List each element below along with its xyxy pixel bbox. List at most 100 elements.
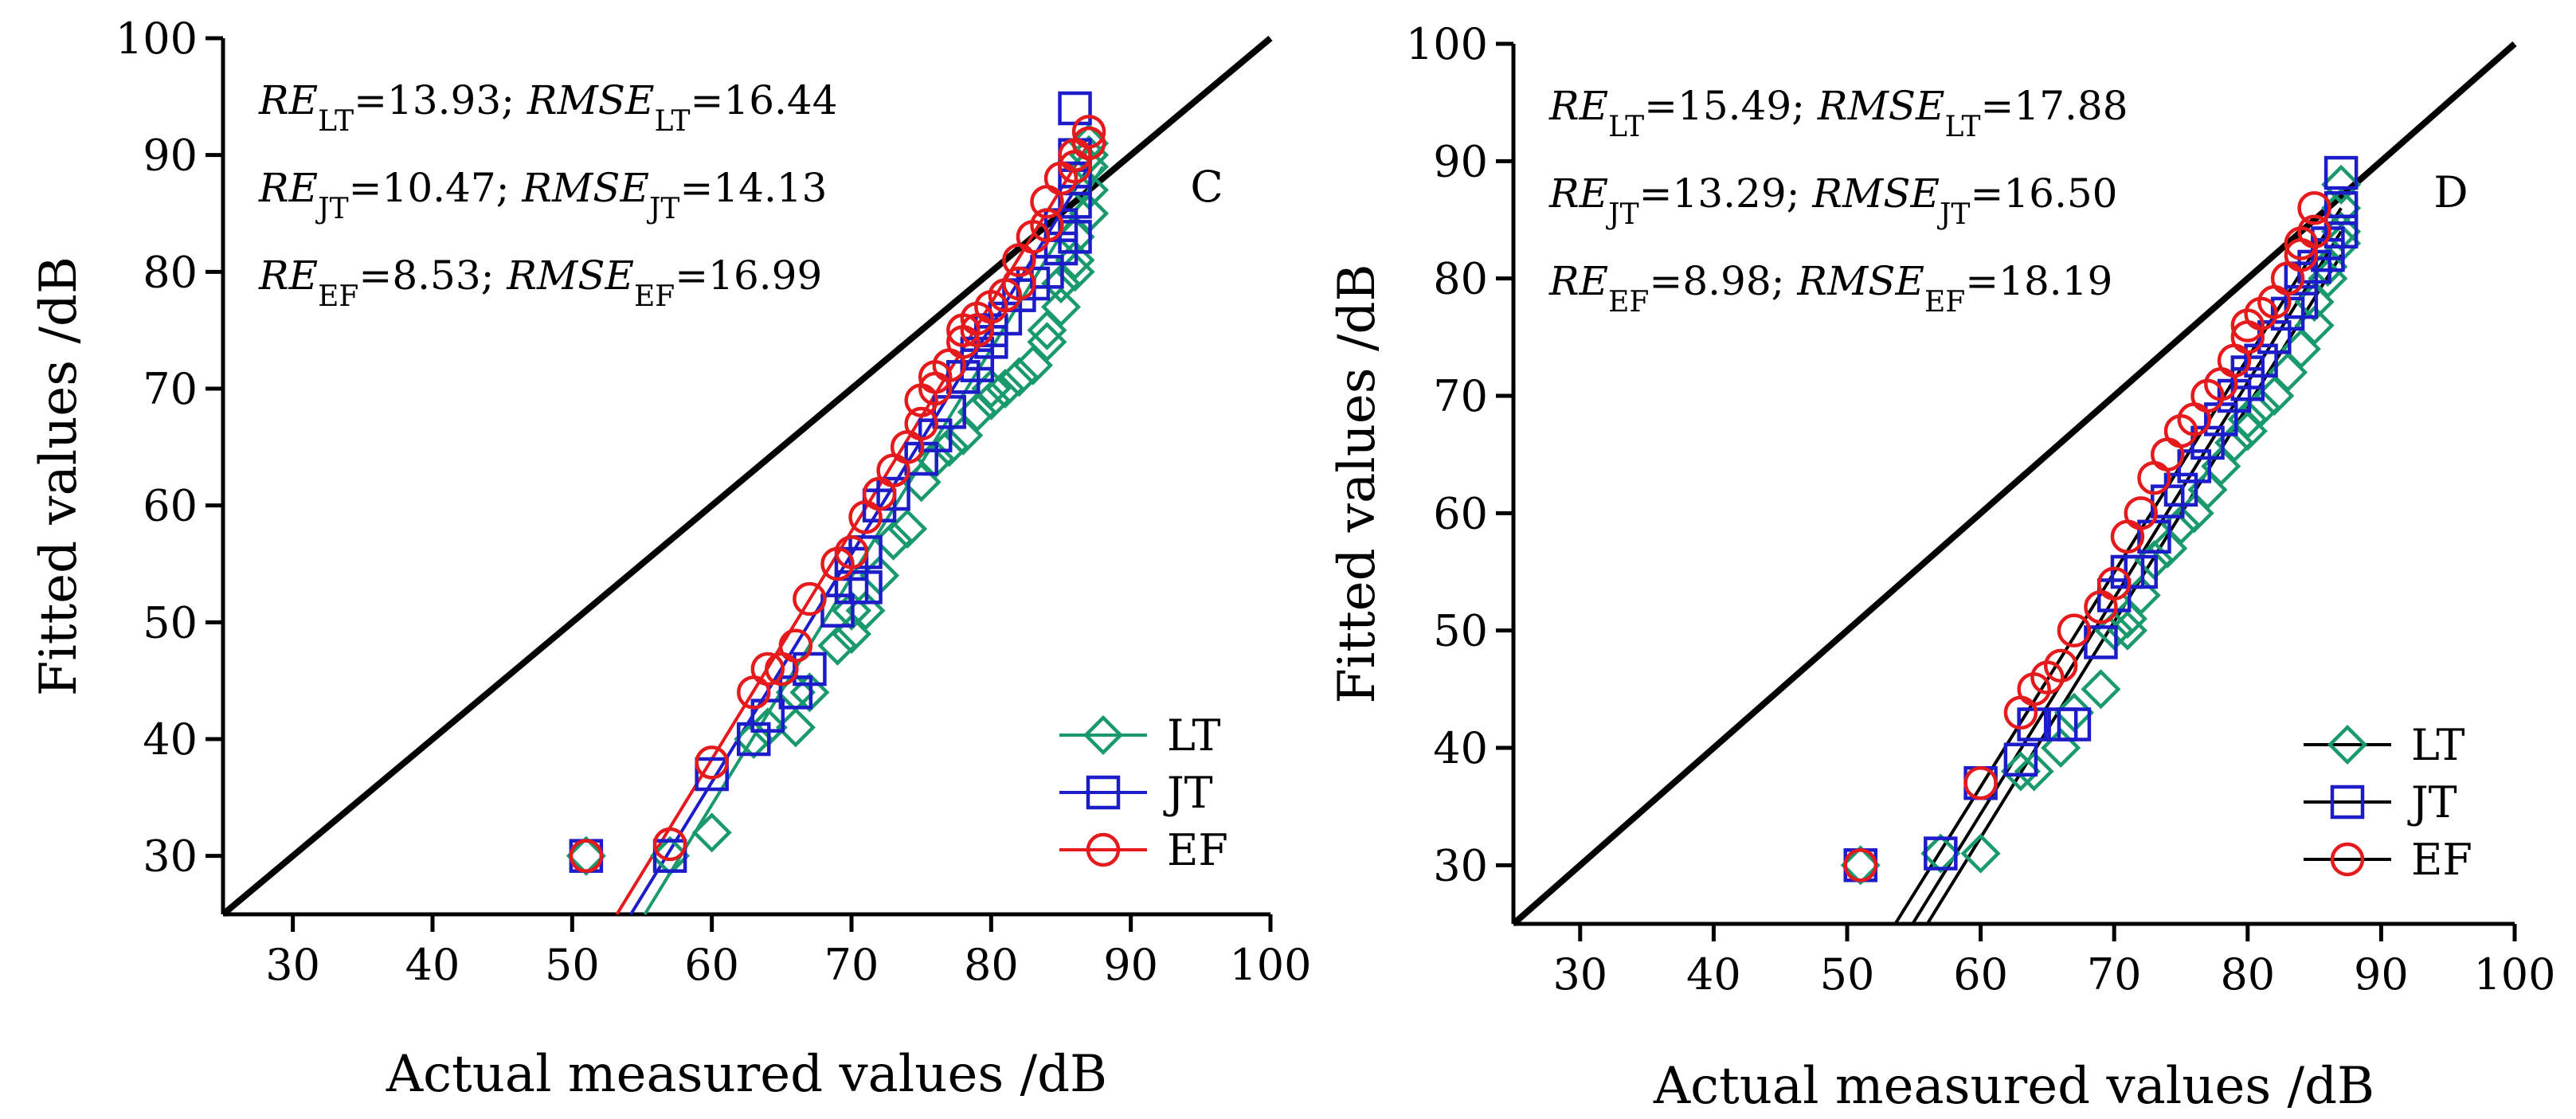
stats-line: RELT=13.93; RMSELT=16.44 <box>258 77 838 138</box>
series-ef <box>569 115 1106 873</box>
point-lt <box>2160 505 2202 546</box>
point-lt <box>1012 345 1053 385</box>
stats-line: REEF=8.53; RMSEEF=16.99 <box>258 252 822 313</box>
stats-rmse-value: =14.13 <box>679 165 827 211</box>
legend-label-lt: LT <box>1167 710 1220 761</box>
reference-line <box>221 35 1273 918</box>
point-lt <box>1040 287 1082 327</box>
x-tick-label: 60 <box>1953 949 2008 1000</box>
stats-re-value: =8.53; <box>358 252 507 299</box>
point-jt <box>848 535 883 569</box>
point-ef <box>750 651 785 687</box>
point-ef <box>695 745 729 780</box>
point-lt <box>2041 727 2081 769</box>
stats-re-value: =13.29; <box>1639 170 1813 217</box>
point-lt <box>999 357 1039 397</box>
stats-re-value: =15.49; <box>1644 83 1818 129</box>
point-jt <box>1058 220 1092 254</box>
x-axis-title: Actual measured values /dB <box>1653 1057 2374 1116</box>
y-axis-title: Fitted values /dB <box>29 256 88 696</box>
y-tick-label: 70 <box>1433 371 1488 421</box>
stats-rmse-sub: LT <box>1945 111 1981 143</box>
point-jt <box>2003 742 2038 777</box>
point-jt <box>2323 191 2359 225</box>
stats-re-label: RE <box>1548 83 1608 129</box>
stats-rmse-sub: LT <box>655 105 691 138</box>
y-tick-label: 60 <box>143 481 198 531</box>
legend-label-lt: LT <box>2411 720 2464 770</box>
point-lt <box>873 520 914 561</box>
legend-label-ef: EF <box>1167 825 1228 875</box>
point-lt <box>691 812 732 853</box>
point-lt <box>2000 751 2041 792</box>
point-ef <box>1071 115 1106 149</box>
stats-rmse-label: RMSE <box>1817 83 1945 129</box>
point-jt <box>848 570 883 604</box>
stats-re-sub: JT <box>1605 198 1638 231</box>
point-lt <box>1027 322 1067 362</box>
panel-label: C <box>1190 162 1223 212</box>
y-tick-label: 30 <box>143 831 198 882</box>
point-lt <box>817 625 858 666</box>
point-jt <box>1058 161 1092 196</box>
stats-re-sub: LT <box>318 105 354 138</box>
x-tick-label: 100 <box>1229 940 1311 990</box>
x-tick-label: 40 <box>1686 949 1741 1000</box>
x-tick-label: 40 <box>405 940 460 990</box>
stats-re-sub: EF <box>1608 286 1649 319</box>
point-lt <box>831 590 872 631</box>
y-tick-label: 90 <box>1433 136 1488 186</box>
stats-re-sub: JT <box>315 193 348 225</box>
point-lt <box>734 718 774 760</box>
point-lt <box>887 508 928 550</box>
legend-marker-lt <box>1082 714 1124 756</box>
x-tick-label: 70 <box>2087 949 2142 1000</box>
point-ef <box>1030 208 1064 242</box>
legend-marker-ef <box>2330 842 2365 877</box>
point-jt <box>2323 214 2359 248</box>
point-jt <box>1924 836 1958 871</box>
point-ef <box>1963 765 1998 800</box>
y-tick-label: 80 <box>143 247 198 297</box>
point-jt <box>652 839 687 873</box>
stats-re-sub: EF <box>318 280 358 313</box>
panel-c: 30 40 50 60 70 80 90 100 30 40 50 60 70 80 90 100 Actual… <box>29 14 1312 1104</box>
y-tick-label: 50 <box>143 597 198 648</box>
x-tick-label: 80 <box>964 940 1019 990</box>
point-lt <box>2014 751 2054 792</box>
x-tick-label: 80 <box>2220 949 2275 1000</box>
x-tick-label: 50 <box>1820 949 1875 1000</box>
stats-line: RELT=15.49; RMSELT=17.88 <box>1548 83 2128 143</box>
x-tick-label: 30 <box>1552 949 1607 1000</box>
stats-line: REJT=13.29; RMSEJT=16.50 <box>1548 170 2118 231</box>
panel-label: D <box>2433 167 2468 217</box>
y-tick-label: 50 <box>1433 606 1488 656</box>
point-ef <box>2057 613 2092 648</box>
point-ef <box>2043 648 2078 683</box>
y-tick-label: 100 <box>115 14 198 64</box>
point-lt <box>775 672 816 713</box>
y-axis-title: Fitted values /dB <box>1328 264 1387 703</box>
x-tick-label: 70 <box>824 940 879 990</box>
stats-rmse-sub: JT <box>646 193 679 225</box>
point-lt <box>2321 164 2362 205</box>
x-axis-title: Actual measured values /dB <box>386 1045 1107 1104</box>
legend-marker-jt <box>1086 775 1121 810</box>
point-jt <box>2057 707 2092 741</box>
point-ef <box>904 406 938 441</box>
point-ef <box>2297 214 2331 248</box>
point-lt <box>789 672 830 713</box>
y-tick-label: 60 <box>1433 488 1488 538</box>
point-lt <box>1840 845 1881 886</box>
stats-re-label: RE <box>258 77 318 123</box>
stats-rmse-label: RMSE <box>527 77 655 123</box>
point-ef <box>569 839 604 873</box>
legend-marker-jt <box>2330 784 2365 820</box>
stats-rmse-value: =16.99 <box>675 252 822 299</box>
legend-label-ef: EF <box>2411 835 2472 885</box>
stats-re-label: RE <box>258 165 318 211</box>
x-tick-label: 100 <box>2473 949 2555 1000</box>
stats-rmse-label: RMSE <box>506 252 634 299</box>
point-lt <box>1055 240 1095 280</box>
